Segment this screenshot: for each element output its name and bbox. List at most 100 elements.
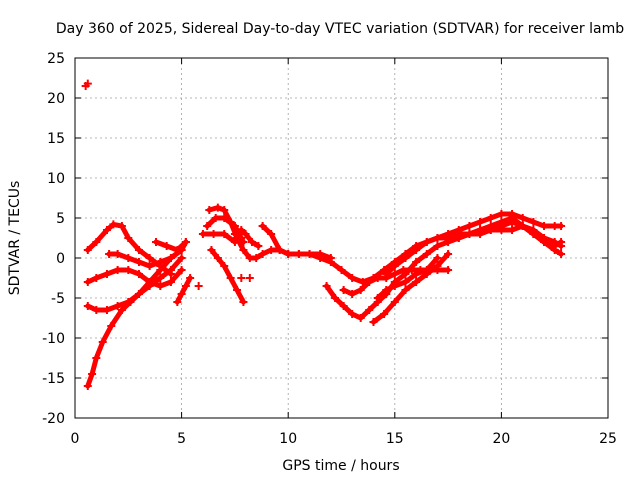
data-point xyxy=(412,270,421,278)
data-point xyxy=(412,278,421,286)
chart-title: Day 360 of 2025, Sidereal Day-to-day VTE… xyxy=(56,21,624,37)
data-point xyxy=(508,226,517,234)
data-point xyxy=(422,270,431,278)
data-point xyxy=(102,226,111,234)
series-arc-12 xyxy=(230,226,263,250)
series-arc-17 xyxy=(369,250,453,326)
data-point xyxy=(422,250,431,258)
data-point xyxy=(145,262,154,270)
data-point xyxy=(145,254,154,262)
data-point xyxy=(88,370,97,378)
data-point xyxy=(102,270,111,278)
data-point xyxy=(145,278,154,286)
data-point xyxy=(529,226,538,234)
y-tick-label: -20 xyxy=(42,411,65,427)
data-point xyxy=(331,294,340,302)
data-point xyxy=(226,274,235,282)
data-point xyxy=(124,254,133,262)
data-point xyxy=(207,246,216,254)
data-point xyxy=(267,230,276,238)
data-point xyxy=(486,214,495,222)
data-point xyxy=(98,338,107,346)
data-point xyxy=(245,274,254,282)
series-arc-6 xyxy=(152,238,190,254)
data-point xyxy=(213,254,222,262)
data-point xyxy=(92,354,101,362)
data-point xyxy=(83,302,92,310)
x-axis-label: GPS time / hours xyxy=(282,458,399,474)
x-tick-label: 20 xyxy=(492,431,510,447)
data-point xyxy=(105,250,114,258)
data-point xyxy=(373,274,382,282)
data-point xyxy=(412,258,421,266)
data-point xyxy=(92,306,101,314)
data-point xyxy=(166,278,175,286)
data-point xyxy=(369,318,378,326)
data-point xyxy=(365,306,374,314)
data-point xyxy=(356,314,365,322)
data-point xyxy=(465,222,474,230)
data-point xyxy=(518,222,527,230)
data-point xyxy=(173,246,182,254)
data-point xyxy=(177,254,186,262)
data-point xyxy=(454,234,463,242)
x-tick-label: 0 xyxy=(71,431,80,447)
y-tick-label: -10 xyxy=(42,331,65,347)
data-point xyxy=(156,274,165,282)
data-point xyxy=(254,242,263,250)
data-point xyxy=(444,266,453,274)
series-line xyxy=(174,275,193,305)
data-point xyxy=(181,238,190,246)
data-point xyxy=(83,246,92,254)
data-point xyxy=(258,222,267,230)
data-point xyxy=(134,246,143,254)
data-point xyxy=(348,310,357,318)
data-point xyxy=(550,238,559,246)
data-point xyxy=(239,298,248,306)
data-point xyxy=(181,282,190,290)
data-point xyxy=(390,282,399,290)
data-point xyxy=(422,238,431,246)
data-point xyxy=(390,270,399,278)
data-point xyxy=(152,238,161,246)
data-point xyxy=(220,230,229,238)
data-point xyxy=(124,266,133,274)
data-point xyxy=(305,250,314,258)
data-point xyxy=(109,220,118,229)
y-axis-label: SDTVAR / TECUs xyxy=(7,181,23,296)
data-point xyxy=(209,230,218,238)
data-point xyxy=(166,270,175,278)
data-point xyxy=(173,298,182,306)
data-point xyxy=(339,302,348,310)
data-point xyxy=(390,298,399,306)
x-tick-label: 10 xyxy=(279,431,297,447)
data-point xyxy=(258,250,267,258)
data-point xyxy=(83,278,92,286)
ticks: 0 5 10 15 20 25 -20 -15 -10 -5 0 5 10 15 20 25 xyxy=(42,51,617,447)
y-tick-label: 10 xyxy=(47,171,65,187)
data-point xyxy=(275,246,284,254)
data-point xyxy=(348,290,357,298)
data-point xyxy=(186,274,195,282)
data-point xyxy=(237,234,246,242)
series-group xyxy=(81,79,566,390)
data-point xyxy=(194,282,203,290)
y-tick-label: 5 xyxy=(56,211,65,227)
data-point xyxy=(102,306,111,314)
y-tick-label: 0 xyxy=(56,251,65,267)
data-point xyxy=(433,242,442,250)
x-tick-label: 15 xyxy=(386,431,404,447)
data-point xyxy=(230,238,239,246)
series-line xyxy=(208,247,246,305)
data-point xyxy=(134,258,143,266)
data-point xyxy=(113,302,122,310)
data-point xyxy=(407,266,416,274)
data-point xyxy=(203,222,212,230)
data-point xyxy=(156,282,165,290)
data-point xyxy=(356,286,365,294)
data-point xyxy=(83,79,92,88)
x-tick-label: 5 xyxy=(177,431,186,447)
y-tick-label: 20 xyxy=(47,91,65,107)
data-point xyxy=(267,246,276,254)
